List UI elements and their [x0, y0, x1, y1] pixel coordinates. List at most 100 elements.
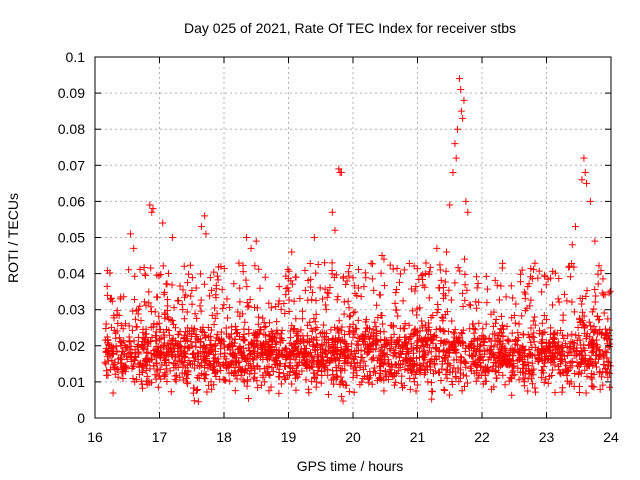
- data-point: [538, 288, 546, 296]
- data-point: [436, 261, 444, 269]
- data-point: [163, 350, 171, 358]
- data-point: [440, 386, 448, 394]
- data-point: [565, 366, 573, 374]
- data-point: [414, 344, 422, 352]
- data-point: [239, 261, 247, 269]
- data-point: [581, 323, 589, 331]
- data-point: [598, 373, 606, 381]
- data-point: [328, 208, 336, 216]
- data-point: [568, 330, 576, 338]
- data-point: [344, 268, 352, 276]
- data-point: [108, 297, 116, 305]
- data-point: [377, 336, 385, 344]
- data-point: [412, 387, 420, 395]
- data-point: [429, 336, 437, 344]
- data-point: [322, 359, 330, 367]
- data-point: [230, 280, 238, 288]
- data-point: [471, 345, 479, 353]
- data-point: [121, 341, 129, 349]
- data-point: [321, 367, 329, 375]
- data-point: [210, 321, 218, 329]
- axes: 16 17 18 19 20 21 22 23 24 0 0.01 0.02 0.03 0.04 0.05 0…: [58, 49, 619, 445]
- data-point: [341, 355, 349, 363]
- data-point: [324, 371, 332, 379]
- data-point: [153, 365, 161, 373]
- data-point: [457, 369, 465, 377]
- data-point: [520, 288, 528, 296]
- data-point: [578, 176, 586, 184]
- data-point: [273, 318, 281, 326]
- data-point: [327, 357, 335, 365]
- data-point: [109, 389, 117, 397]
- data-point: [311, 347, 319, 355]
- data-point: [322, 301, 330, 309]
- data-point: [346, 261, 354, 269]
- data-point: [461, 270, 469, 278]
- data-point: [473, 284, 481, 292]
- data-point: [502, 346, 510, 354]
- data-point: [436, 325, 444, 333]
- data-point: [445, 286, 453, 294]
- data-point: [331, 355, 339, 363]
- data-point: [395, 349, 403, 357]
- data-point: [257, 381, 265, 389]
- data-point: [251, 349, 259, 357]
- y-tick-label: 0.04: [58, 266, 85, 282]
- data-point: [168, 234, 176, 241]
- data-point: [600, 334, 608, 342]
- data-point: [381, 356, 389, 364]
- data-point: [125, 266, 133, 274]
- data-point: [478, 353, 486, 361]
- data-point: [344, 297, 352, 305]
- data-point: [243, 283, 251, 291]
- data-point: [226, 334, 234, 342]
- data-point: [414, 381, 422, 389]
- data-point: [291, 343, 299, 351]
- data-point: [585, 362, 593, 370]
- data-point: [192, 338, 200, 346]
- data-point: [514, 364, 522, 372]
- data-point: [382, 341, 390, 349]
- data-point: [340, 359, 348, 367]
- data-point: [265, 299, 273, 307]
- data-point: [409, 354, 417, 362]
- data-point: [531, 388, 539, 396]
- data-point: [273, 326, 281, 334]
- data-point: [492, 374, 500, 382]
- data-point: [538, 319, 546, 327]
- data-point: [495, 368, 503, 376]
- data-point: [285, 296, 293, 304]
- data-point: [154, 346, 162, 354]
- data-point: [194, 349, 202, 357]
- data-point: [368, 275, 376, 283]
- data-point: [202, 357, 210, 365]
- data-point: [577, 369, 585, 377]
- data-point: [406, 366, 414, 374]
- data-points: [101, 75, 614, 406]
- data-point: [391, 361, 399, 369]
- data-point: [503, 322, 511, 330]
- data-point: [459, 289, 467, 297]
- data-point: [497, 282, 505, 290]
- data-point: [468, 352, 476, 360]
- data-point: [141, 356, 149, 364]
- data-point: [156, 372, 164, 380]
- data-point: [351, 308, 359, 316]
- data-point: [235, 259, 243, 267]
- data-point: [519, 331, 527, 339]
- data-point: [380, 282, 388, 290]
- data-point: [529, 371, 537, 379]
- data-point: [260, 365, 268, 373]
- data-point: [441, 311, 449, 319]
- data-point: [559, 316, 567, 324]
- data-point: [355, 266, 363, 274]
- data-point: [130, 337, 138, 345]
- data-point: [316, 284, 324, 292]
- data-point: [174, 297, 182, 305]
- data-point: [130, 244, 138, 252]
- data-point: [316, 330, 324, 338]
- x-tick-label: 16: [87, 429, 103, 445]
- data-point: [414, 337, 422, 345]
- data-point: [570, 308, 578, 316]
- data-point: [286, 368, 294, 376]
